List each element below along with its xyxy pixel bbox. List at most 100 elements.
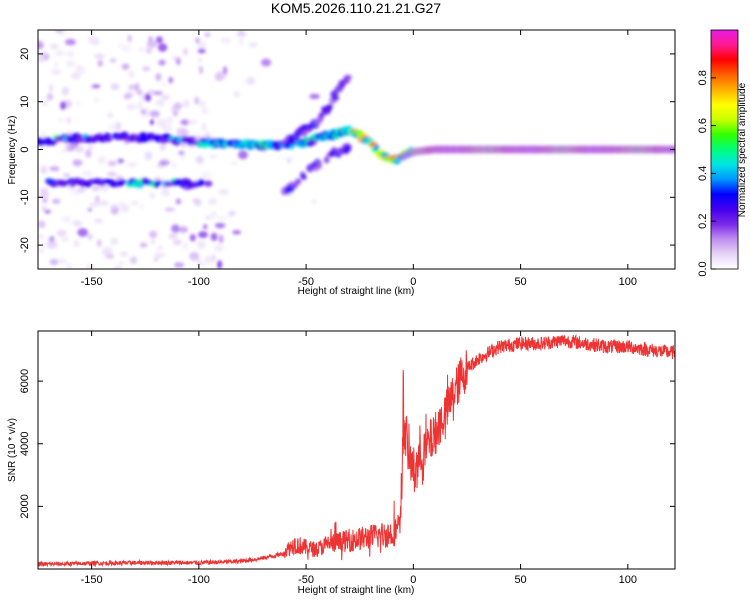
heatmap-cell <box>77 228 88 237</box>
heatmap-cell <box>173 111 178 117</box>
colorbar-ticks: 0.0 0.2 0.4 0.6 0.8 <box>697 70 716 277</box>
colorbar-tick-label: 0.8 <box>697 70 709 85</box>
heatmap-cell <box>123 94 131 100</box>
heatmap-cell <box>38 40 44 50</box>
heatmap-cell <box>326 103 334 110</box>
heatmap-cell <box>57 118 65 123</box>
heatmap-cell <box>126 103 137 111</box>
heatmap-cell <box>173 102 183 110</box>
heatmap-cell <box>94 53 105 60</box>
heatmap-cell <box>197 48 206 54</box>
heatmap-cell <box>232 230 242 235</box>
y-tick-label: 4000 <box>19 431 31 455</box>
y-tick-label: 0 <box>19 146 31 152</box>
heatmap-cell <box>179 226 188 234</box>
heatmap-cell <box>128 84 137 91</box>
heatmap-cell <box>217 216 227 221</box>
heatmap-cell <box>91 84 101 89</box>
spectrogram-y-ticks: -20 -10 0 10 20 <box>19 48 675 253</box>
heatmap-cell <box>91 186 100 191</box>
heatmap-cell <box>87 233 93 240</box>
heatmap-cell <box>57 259 67 264</box>
heatmap-cell <box>126 162 137 167</box>
heatmap-cell <box>98 158 105 163</box>
heatmap-cell <box>168 76 173 84</box>
heatmap-cell <box>127 34 132 43</box>
heatmap-cell <box>119 251 128 257</box>
heatmap-cell <box>47 139 58 146</box>
spectrogram-x-label: Height of straight line (km) <box>298 286 415 297</box>
heatmap-cell <box>194 198 202 207</box>
heatmap-cell <box>61 216 72 223</box>
heatmap-cell <box>129 71 135 79</box>
heatmap-cell <box>42 242 48 248</box>
heatmap-cell <box>65 38 76 46</box>
snr-series-line <box>38 333 675 568</box>
heatmap-cell <box>343 74 352 80</box>
heatmap-cell <box>172 239 182 246</box>
heatmap-cell <box>156 253 166 257</box>
x-tick-label: 0 <box>410 574 416 586</box>
heatmap-cell <box>204 255 212 264</box>
y-tick-label: 2000 <box>19 494 31 518</box>
heatmap-cell <box>139 47 144 52</box>
heatmap-cell <box>49 166 60 172</box>
y-tick-label: 6000 <box>19 369 31 393</box>
heatmap-cell <box>39 187 49 192</box>
heatmap-cell <box>168 233 178 239</box>
colorbar-gradient <box>711 30 738 269</box>
heatmap-cell <box>171 163 177 169</box>
heatmap-cell <box>66 51 75 57</box>
heatmap-cell <box>117 158 124 164</box>
heatmap-cell <box>198 100 206 108</box>
heatmap-cell <box>59 180 70 187</box>
heatmap-cell <box>164 207 175 212</box>
colorbar-label: Normalized spectral amplitude <box>737 82 748 217</box>
snr-panel: -150 -100 -50 0 50 100 2000 4000 6000 Height of… <box>7 330 676 596</box>
heatmap-cell <box>183 242 188 251</box>
heatmap-cell <box>76 64 81 70</box>
heatmap-cell <box>149 191 156 200</box>
heatmap-cell <box>148 230 158 239</box>
heatmap-cell <box>162 82 167 87</box>
heatmap-cell <box>105 136 113 142</box>
heatmap-cell <box>230 210 236 217</box>
heatmap-cell <box>238 150 248 160</box>
heatmap-cell <box>53 61 60 68</box>
snr-frame <box>37 330 676 570</box>
heatmap-cell <box>87 178 96 185</box>
heatmap-cell <box>110 83 120 91</box>
heatmap-cell <box>155 36 163 44</box>
heatmap-cell <box>201 122 207 131</box>
heatmap-cell <box>209 154 217 160</box>
heatmap-cell <box>101 251 112 256</box>
heatmap-cell <box>316 160 323 170</box>
heatmap-cell <box>187 140 196 146</box>
heatmap-cell <box>76 188 87 193</box>
heatmap-cell <box>120 203 130 213</box>
heatmap-cell <box>40 165 48 175</box>
heatmap-cell <box>73 239 80 248</box>
heatmap-cell <box>210 211 217 219</box>
heatmap-cell <box>60 101 67 110</box>
heatmap-cell <box>373 144 380 151</box>
heatmap-cell <box>198 231 208 239</box>
heatmap-cell <box>99 184 109 192</box>
x-tick-label: 100 <box>619 276 637 288</box>
heatmap-cell <box>197 178 205 186</box>
heatmap-cell <box>183 99 190 109</box>
heatmap-cell <box>57 30 67 36</box>
heatmap-cell <box>98 200 109 206</box>
heatmap-cell <box>50 43 59 50</box>
heatmap-cell <box>154 257 158 262</box>
heatmap-cell <box>110 203 116 210</box>
heatmap-cell <box>223 66 228 75</box>
heatmap-cell <box>138 204 145 209</box>
heatmap-cell <box>68 142 74 152</box>
heatmap-cell <box>161 125 173 132</box>
heatmap-cell <box>154 180 163 186</box>
heatmap-cell <box>156 245 164 252</box>
heatmap-cell <box>62 173 71 178</box>
